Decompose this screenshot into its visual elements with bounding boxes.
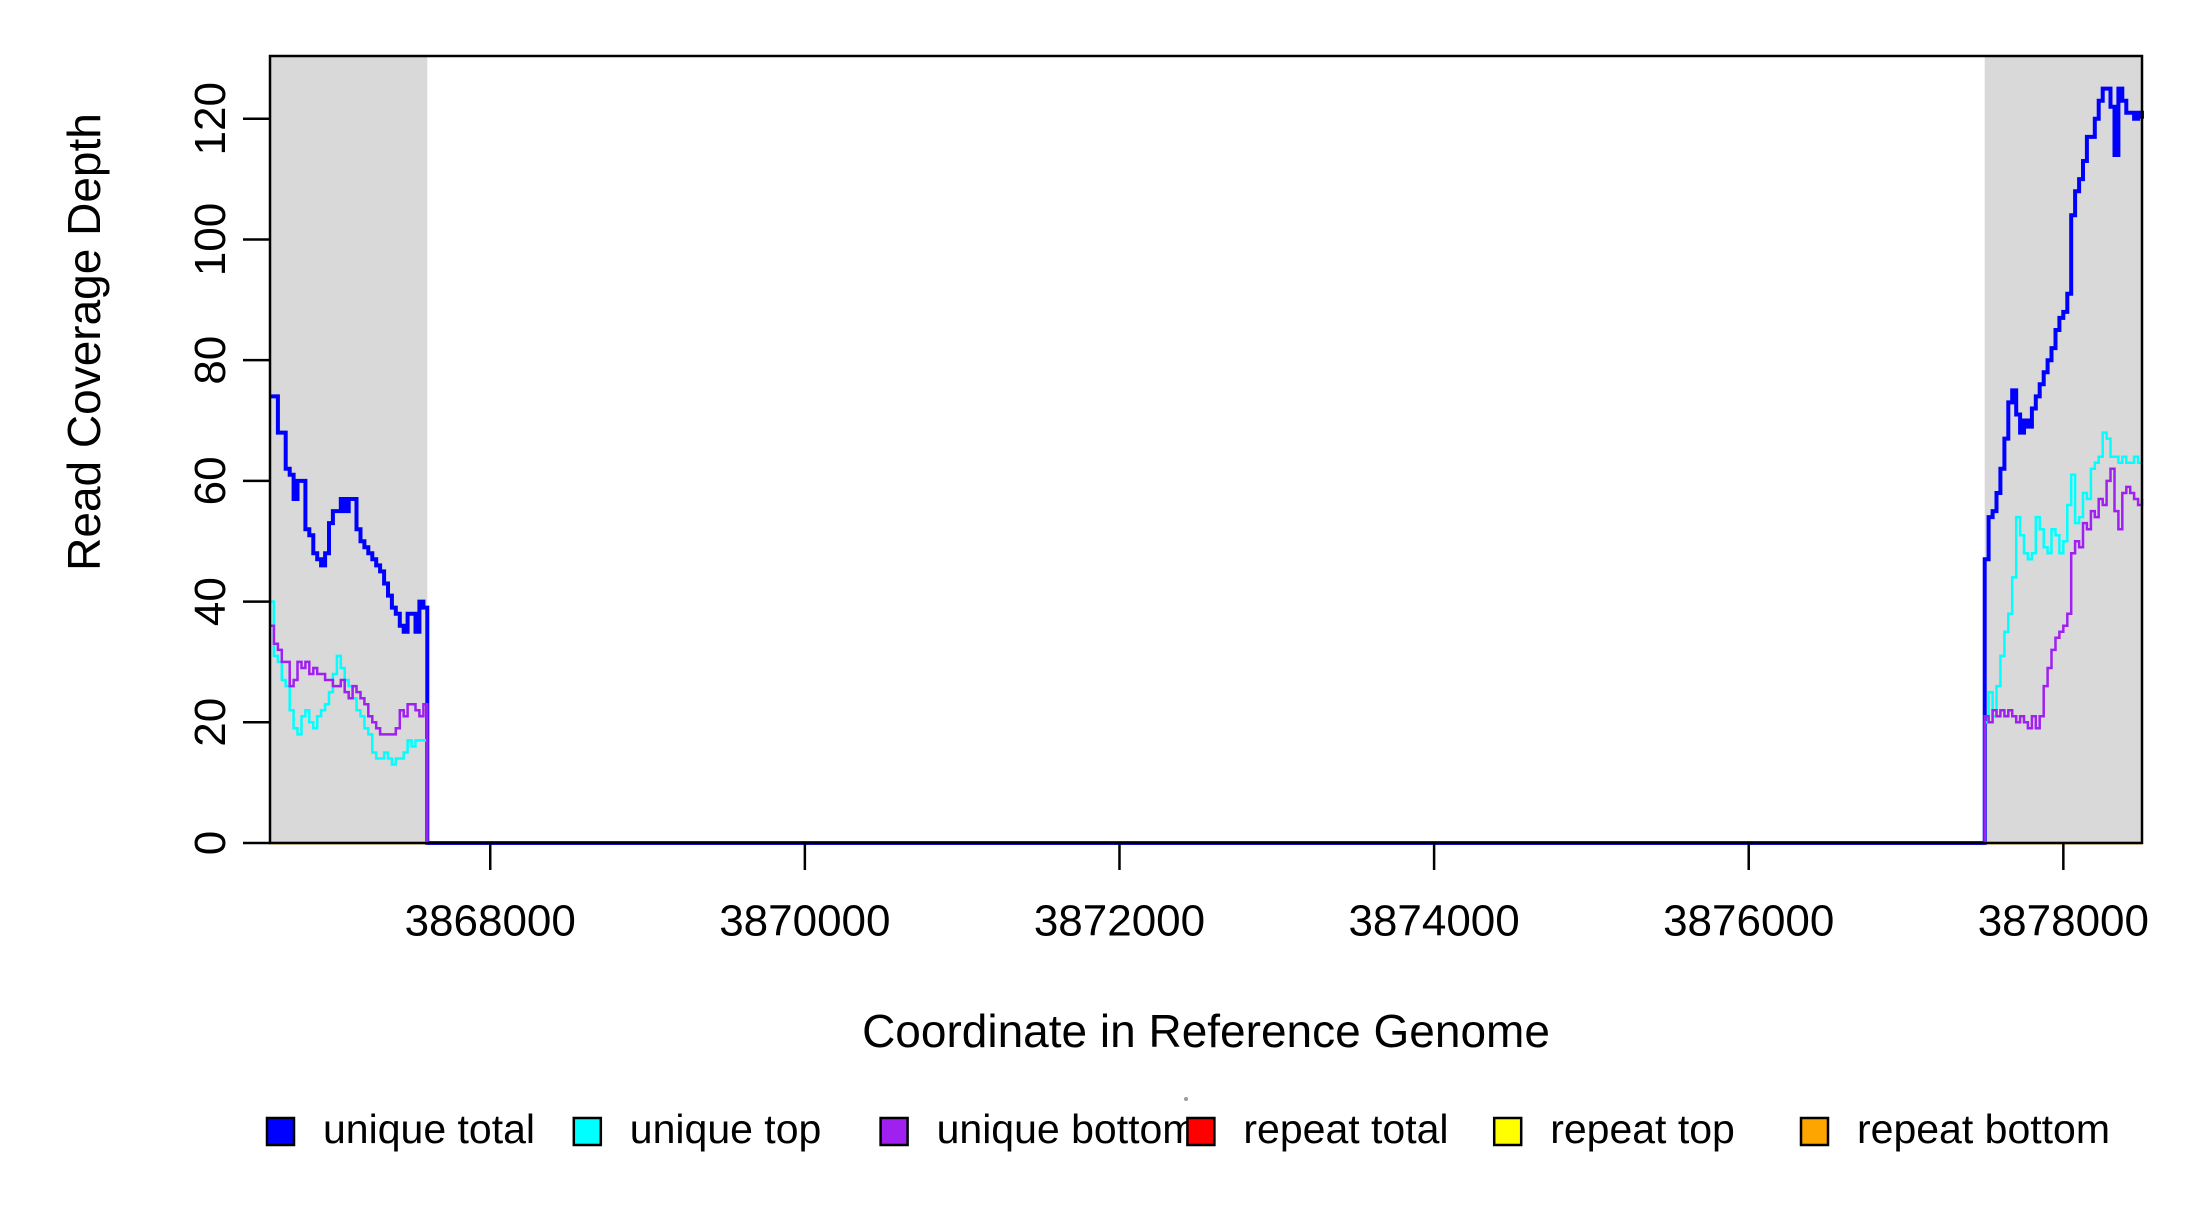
legend-swatch-unique-bottom bbox=[879, 1116, 909, 1147]
legend-swatch-repeat-total bbox=[1186, 1116, 1216, 1147]
legend-label-unique-top: unique top bbox=[630, 1106, 822, 1152]
legend-label-repeat-top: repeat top bbox=[1550, 1106, 1735, 1152]
x-tick-label: 3872000 bbox=[1034, 897, 1205, 946]
y-tick-label: 60 bbox=[186, 456, 235, 505]
x-tick-label: 3870000 bbox=[719, 897, 890, 946]
y-tick-label: 80 bbox=[186, 336, 235, 385]
legend-label-unique-total: unique total bbox=[323, 1106, 535, 1152]
legend-swatch-unique-top bbox=[572, 1116, 603, 1147]
series-line-unique-total bbox=[270, 86, 2144, 845]
legend-swatch-repeat-top bbox=[1492, 1116, 1523, 1147]
x-tick-label: 3868000 bbox=[405, 897, 576, 946]
stray-mark bbox=[1184, 1097, 1188, 1101]
y-axis-title: Read Coverage Depth bbox=[58, 113, 110, 571]
x-tick-label: 3874000 bbox=[1348, 897, 1519, 946]
y-tick-label: 120 bbox=[186, 82, 235, 155]
legend-label-repeat-bottom: repeat bottom bbox=[1857, 1106, 2110, 1152]
x-tick-label: 3876000 bbox=[1663, 897, 1834, 946]
series-line-unique-bottom bbox=[270, 467, 2144, 845]
legend-label-unique-bottom: unique bottom bbox=[937, 1106, 1197, 1152]
plot-box bbox=[268, 54, 2144, 845]
series-line-unique-top bbox=[270, 431, 2142, 845]
x-tick-label: 3878000 bbox=[1978, 897, 2149, 946]
shaded-repeat-region-right bbox=[1984, 56, 2142, 843]
shaded-repeat-region-left bbox=[270, 56, 428, 843]
y-tick-label: 40 bbox=[186, 577, 235, 626]
legend-swatch-unique-total bbox=[265, 1116, 296, 1147]
x-axis-title: Coordinate in Reference Genome bbox=[862, 1005, 1550, 1057]
y-tick-label: 20 bbox=[186, 698, 235, 747]
legend-label-repeat-total: repeat total bbox=[1243, 1106, 1448, 1152]
y-tick-label: 0 bbox=[186, 831, 235, 855]
y-tick-label: 100 bbox=[186, 203, 235, 276]
legend-swatch-repeat-bottom bbox=[1799, 1116, 1830, 1147]
